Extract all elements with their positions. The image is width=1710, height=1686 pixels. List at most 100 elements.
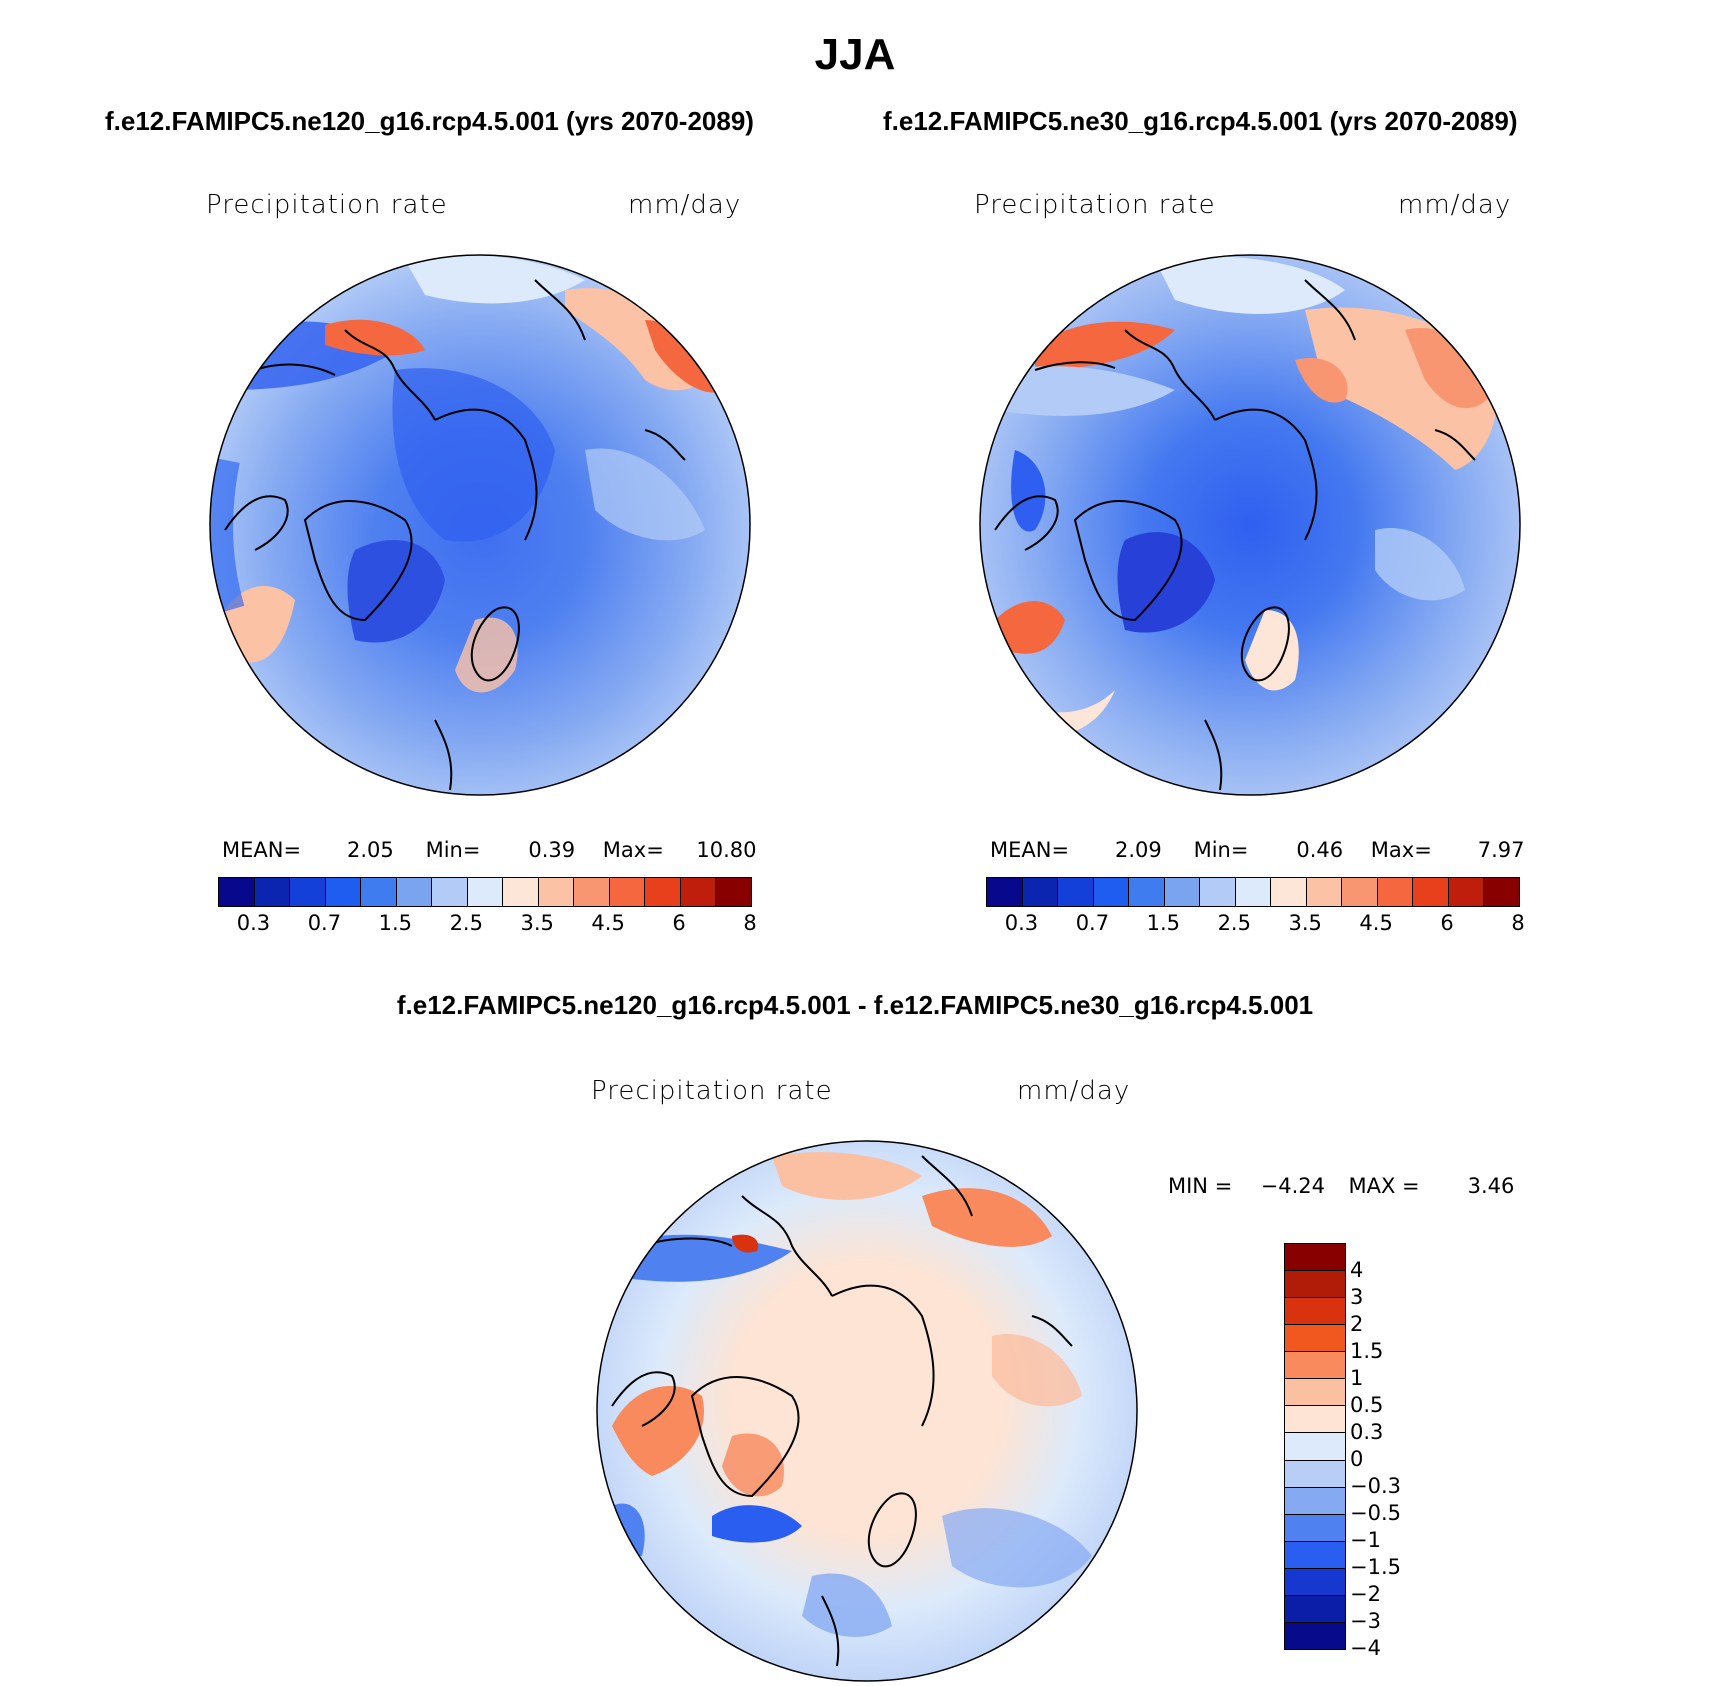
diff-min-value: −4.24: [1260, 1174, 1325, 1198]
left-min-value: 0.39: [528, 838, 576, 862]
colorbar-swatch: [1285, 1621, 1345, 1649]
right-variable-label: Precipitation rate: [974, 190, 1216, 220]
diff-polar-map: [596, 1140, 1138, 1682]
right-stats: MEAN= 2.09 Min= 0.46 Max= 7.97: [990, 838, 1525, 862]
colorbar-tick-label: 0.7: [307, 911, 342, 935]
colorbar-swatch: [608, 878, 645, 906]
colorbar-swatch: [644, 878, 680, 906]
colorbar-swatch: [1163, 878, 1200, 906]
left-polar-map: [209, 254, 751, 796]
left-variable-label: Precipitation rate: [206, 190, 448, 220]
left-min-label: Min=: [425, 838, 481, 862]
colorbar-tick-label: 1.5: [378, 911, 413, 935]
diff-colorbar-ticks: 4 3 2 1.5 1 0.5 0.3 0 −0.3 −0.5 −1 −1.5 −2 −3 −4: [1350, 1243, 1430, 1660]
colorbar-swatch: [253, 878, 290, 906]
colorbar-swatch: [1285, 1486, 1345, 1514]
colorbar-tick-label: 3.5: [520, 911, 554, 935]
right-polar-map: [979, 254, 1521, 796]
left-panel-title: f.e12.FAMIPC5.ne120_g16.rcp4.5.001 (yrs …: [105, 106, 754, 136]
colorbar-swatch: [1285, 1459, 1345, 1487]
colorbar-swatch: [360, 878, 396, 906]
diff-units-label: mm/day: [1017, 1076, 1131, 1106]
right-min-value: 0.46: [1296, 838, 1344, 862]
colorbar-tick-label: −1: [1350, 1528, 1381, 1552]
colorbar-swatch: [679, 878, 716, 906]
diff-panel-title: f.e12.FAMIPC5.ne120_g16.rcp4.5.001 - f.e…: [396, 990, 1314, 1020]
colorbar-swatch: [1376, 878, 1413, 906]
diff-max-value: 3.46: [1467, 1174, 1515, 1198]
colorbar-tick-label: 0.7: [1075, 911, 1110, 935]
colorbar-swatch: [1285, 1405, 1345, 1433]
colorbar-swatch: [289, 878, 325, 906]
colorbar-swatch: [466, 878, 503, 906]
left-max-value: 10.80: [696, 838, 757, 862]
colorbar-tick-label: 2.5: [449, 911, 483, 935]
colorbar-tick-label: 1.5: [1146, 911, 1181, 935]
colorbar-tick-label: 0: [1350, 1447, 1364, 1471]
colorbar-swatch: [1285, 1378, 1345, 1406]
colorbar-tick-label: 0.3: [1004, 911, 1039, 935]
colorbar-swatch: [431, 878, 467, 906]
colorbar-swatch: [1285, 1244, 1345, 1271]
colorbar-swatch: [219, 878, 254, 906]
colorbar-swatch: [1021, 878, 1058, 906]
right-max-value: 7.97: [1477, 838, 1525, 862]
colorbar-swatch: [395, 878, 432, 906]
left-max-label: Max=: [602, 838, 664, 862]
colorbar-tick-label: 1.5: [1350, 1339, 1384, 1363]
colorbar-swatch: [573, 878, 609, 906]
colorbar-tick-label: 8: [1511, 911, 1525, 935]
colorbar-swatch: [1285, 1594, 1345, 1622]
colorbar-swatch: [324, 878, 361, 906]
diff-variable-label: Precipitation rate: [591, 1076, 833, 1106]
colorbar-swatch: [502, 878, 538, 906]
colorbar-tick-label: −2: [1350, 1582, 1381, 1606]
colorbar-tick-label: 2: [1350, 1312, 1364, 1336]
colorbar-tick-label: 6: [672, 911, 686, 935]
left-stats: MEAN= 2.05 Min= 0.39 Max= 10.80: [222, 838, 757, 862]
colorbar-swatch: [1412, 878, 1448, 906]
diff-colorbar: [1284, 1243, 1346, 1650]
colorbar-tick-label: 0.3: [1350, 1420, 1384, 1444]
right-colorbar: [986, 877, 1520, 907]
diff-max-label: MAX =: [1348, 1174, 1420, 1198]
colorbar-tick-label: 6: [1440, 911, 1454, 935]
colorbar-swatch: [1483, 878, 1519, 906]
left-mean-label: MEAN=: [222, 838, 302, 862]
left-units-label: mm/day: [628, 190, 742, 220]
colorbar-tick-label: 0.3: [236, 911, 271, 935]
colorbar-tick-label: −1.5: [1350, 1555, 1401, 1579]
colorbar-swatch: [1128, 878, 1164, 906]
colorbar-tick-label: 2.5: [1217, 911, 1251, 935]
left-colorbar: [218, 877, 752, 907]
colorbar-swatch: [1057, 878, 1093, 906]
diff-min-label: MIN =: [1168, 1174, 1233, 1198]
diff-stats: MIN = −4.24 MAX = 3.46: [1168, 1174, 1514, 1198]
colorbar-tick-label: 4.5: [1359, 911, 1393, 935]
right-panel-title: f.e12.FAMIPC5.ne30_g16.rcp4.5.001 (yrs 2…: [883, 106, 1518, 136]
colorbar-swatch: [1285, 1270, 1345, 1298]
right-min-label: Min=: [1193, 838, 1249, 862]
figure-title: JJA: [814, 30, 896, 79]
colorbar-swatch: [1305, 878, 1342, 906]
right-mean-label: MEAN=: [990, 838, 1070, 862]
colorbar-swatch: [537, 878, 574, 906]
colorbar-swatch: [1285, 1513, 1345, 1541]
right-mean-value: 2.09: [1114, 838, 1162, 862]
colorbar-tick-label: −3: [1350, 1609, 1381, 1633]
colorbar-tick-label: −0.3: [1350, 1474, 1401, 1498]
colorbar-swatch: [715, 878, 751, 906]
colorbar-swatch: [1447, 878, 1484, 906]
colorbar-swatch: [1341, 878, 1377, 906]
colorbar-swatch: [1234, 878, 1271, 906]
colorbar-swatch: [1199, 878, 1235, 906]
left-colorbar-ticks: 0.3 0.7 1.5 2.5 3.5 4.5 6 8: [218, 911, 757, 937]
colorbar-swatch: [1285, 1432, 1345, 1460]
left-mean-value: 2.05: [346, 838, 394, 862]
colorbar-tick-label: 3: [1350, 1285, 1364, 1309]
colorbar-tick-label: 8: [743, 911, 757, 935]
colorbar-tick-label: 1: [1350, 1366, 1364, 1390]
colorbar-tick-label: 3.5: [1288, 911, 1322, 935]
colorbar-swatch: [1285, 1297, 1345, 1325]
colorbar-swatch: [1285, 1324, 1345, 1352]
